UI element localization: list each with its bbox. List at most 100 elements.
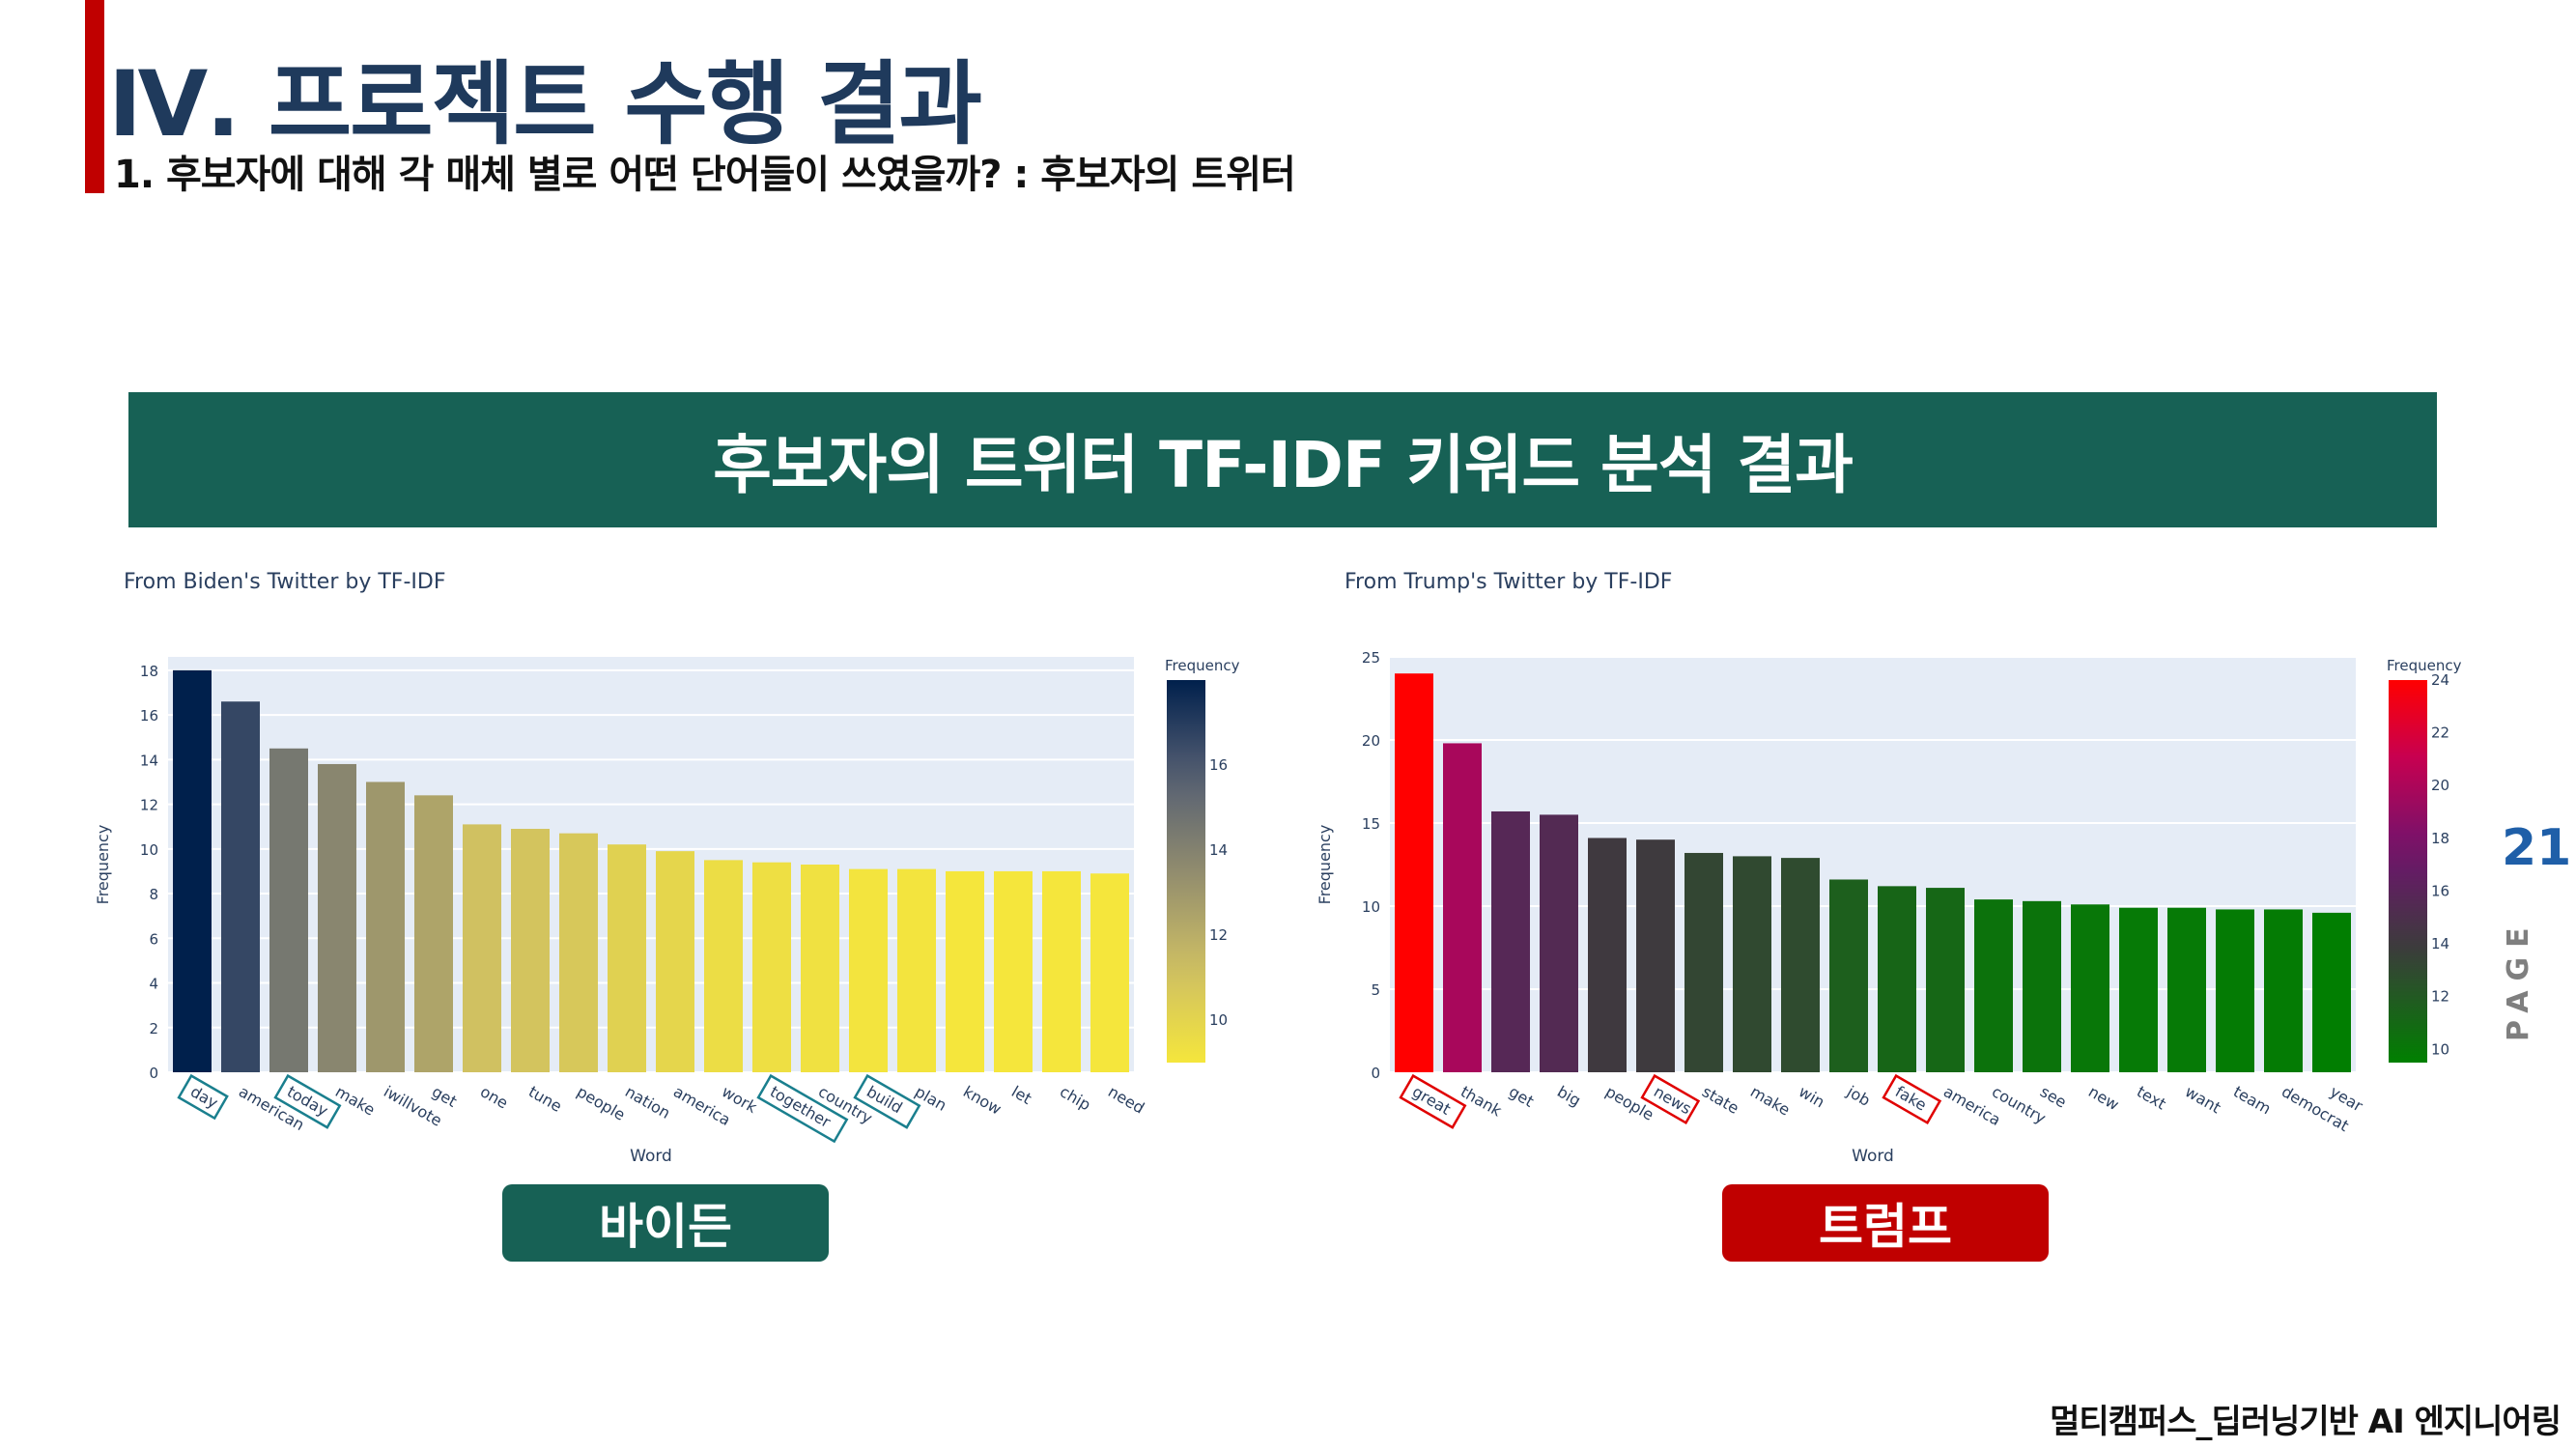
bar <box>1588 838 1627 1072</box>
colorbar-tick-label: 10 <box>1209 1011 1228 1029</box>
bar <box>946 870 984 1072</box>
bar <box>414 795 453 1072</box>
bar <box>1090 873 1129 1072</box>
trump-chart-title: From Trump's Twitter by TF-IDF <box>1345 570 1673 594</box>
x-tick-group: win <box>1796 1082 1827 1111</box>
x-tick-label: text <box>2134 1082 2169 1113</box>
bar <box>801 865 839 1072</box>
colorbar-tick-label: 20 <box>2431 777 2449 794</box>
x-tick-group: big <box>1554 1082 1584 1110</box>
x-tick-label: one <box>477 1082 511 1112</box>
bar <box>897 868 936 1072</box>
x-tick-label: team <box>2230 1082 2274 1118</box>
y-tick-label: 2 <box>149 1020 158 1037</box>
x-tick-label: big <box>1554 1082 1584 1110</box>
bar <box>2071 904 2109 1072</box>
y-tick-label: 10 <box>1362 898 1380 916</box>
x-tick-label: make <box>1747 1082 1794 1119</box>
x-tick-label: nation <box>622 1082 673 1122</box>
bar <box>1974 899 2013 1072</box>
colorbar-tick-label: 18 <box>2431 830 2449 847</box>
highlight-box <box>273 1073 342 1129</box>
colorbar-tick-label: 22 <box>2431 724 2449 742</box>
x-tick-group: people <box>1602 1082 1656 1124</box>
bar <box>1781 858 1820 1072</box>
bar <box>559 833 598 1072</box>
x-tick-group: team <box>2230 1082 2274 1118</box>
bar <box>704 860 743 1072</box>
x-tick-group: know <box>960 1082 1005 1119</box>
colorbar-tick-label: 12 <box>1209 926 1228 944</box>
trump-bar-chart: 0 5 10 15 20 25 Frequency great thank get big peopl… <box>1316 649 2462 1166</box>
highlight-box <box>1640 1073 1701 1125</box>
x-tick-group: need <box>1105 1082 1147 1117</box>
bar <box>608 844 646 1072</box>
colorbar-title: Frequency <box>1165 657 1240 674</box>
highlight-box <box>1399 1073 1467 1129</box>
y-tick-label: 15 <box>1362 815 1380 833</box>
x-tick-label: job <box>1843 1082 1873 1110</box>
x-tick-label: state <box>1699 1082 1742 1118</box>
colorbar-tick-label: 12 <box>2431 988 2449 1006</box>
y-tick-label: 18 <box>140 663 158 680</box>
bar <box>366 781 405 1072</box>
bar <box>511 829 550 1072</box>
page-subtitle: 1. 후보자에 대해 각 매체 별로 어떤 단어들이 쓰였을까? : 후보자의 … <box>114 153 1296 197</box>
y-tick-label: 14 <box>140 752 158 769</box>
bar <box>1443 743 1482 1072</box>
highlight-box <box>177 1073 229 1121</box>
page-label: PAGE <box>2502 918 2550 1041</box>
bar <box>221 701 260 1072</box>
x-tick-group: new <box>2085 1082 2122 1114</box>
x-tick-label: people <box>1602 1082 1656 1124</box>
y-tick-label: 25 <box>1362 649 1380 667</box>
y-axis-label: Frequency <box>94 825 112 905</box>
colorbar <box>1167 680 1205 1063</box>
x-tick-label: new <box>2085 1082 2122 1114</box>
colorbar-title: Frequency <box>2387 657 2462 674</box>
bar <box>752 862 791 1072</box>
x-tick-group: chip <box>1057 1082 1094 1114</box>
page-number: 21 <box>2502 819 2572 877</box>
x-tick-label: win <box>1796 1082 1827 1111</box>
colorbar-tick-label: 10 <box>2431 1040 2449 1058</box>
x-tick-group: thank <box>1458 1082 1506 1121</box>
bar <box>1829 879 1868 1072</box>
x-tick-group: great <box>1399 1073 1467 1129</box>
x-tick-group: day <box>177 1073 229 1121</box>
bar <box>1733 856 1771 1072</box>
x-tick-label: need <box>1105 1082 1147 1117</box>
colorbar-tick-label: 14 <box>2431 935 2449 952</box>
x-tick-label: people <box>574 1082 628 1124</box>
highlight-box <box>756 1073 849 1144</box>
bar <box>318 763 356 1072</box>
x-tick-group: let <box>1008 1082 1034 1108</box>
y-tick-label: 4 <box>149 976 158 993</box>
x-tick-label: fake <box>1892 1082 1930 1114</box>
colorbar-tick-label: 24 <box>2431 671 2449 689</box>
x-tick-label: make <box>332 1082 379 1119</box>
bar <box>1042 870 1081 1072</box>
y-tick-label: 8 <box>149 886 158 903</box>
x-tick-group: nation <box>622 1082 673 1122</box>
highlight-box <box>1882 1073 1942 1125</box>
x-axis-label: Word <box>630 1147 672 1166</box>
x-tick-group: state <box>1699 1082 1742 1118</box>
y-tick-label: 10 <box>140 841 158 859</box>
bar <box>463 824 501 1072</box>
bar <box>269 748 308 1072</box>
bar <box>1926 888 1965 1072</box>
x-tick-group: tune <box>525 1082 565 1116</box>
x-tick-group: get <box>1506 1082 1537 1111</box>
colorbar-tick-label: 16 <box>2431 882 2449 899</box>
bar <box>2119 907 2158 1072</box>
y-tick-label: 6 <box>149 930 158 948</box>
accent-bar <box>85 0 104 193</box>
biden-chart-title: From Biden's Twitter by TF-IDF <box>124 570 446 594</box>
colorbar-tick-label: 14 <box>1209 841 1228 859</box>
y-axis-label: Frequency <box>1316 825 1334 905</box>
y-tick-label: 5 <box>1371 981 1380 999</box>
bar <box>2167 907 2206 1072</box>
bar <box>656 851 694 1072</box>
